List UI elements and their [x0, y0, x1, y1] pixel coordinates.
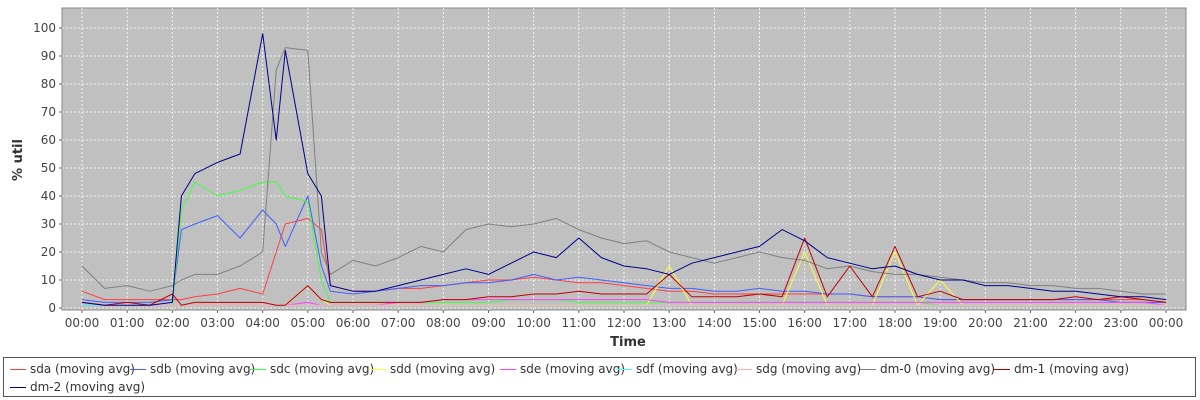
x-tick-label: 12:00 [607, 316, 642, 330]
x-tick-label: 14:00 [697, 316, 732, 330]
series-lines [81, 33, 1167, 306]
legend-swatch [370, 369, 386, 370]
legend-label: dm-0 (moving avg) [880, 362, 996, 376]
x-tick-label: 17:00 [833, 316, 868, 330]
y-tick-label: 80 [41, 77, 56, 91]
legend-label: sdf (moving avg) [636, 362, 738, 376]
legend-swatch [994, 369, 1010, 370]
x-tick-label: 19:00 [923, 316, 958, 330]
legend-label: sda (moving avg) [30, 362, 135, 376]
legend-swatch [130, 369, 146, 370]
plot-background [61, 7, 1187, 311]
x-tick-label: 21:00 [1013, 316, 1048, 330]
series-line-8 [81, 47, 1166, 295]
legend-item: dm-0 (moving avg) [860, 362, 995, 376]
x-tick-label: 03:00 [200, 316, 235, 330]
legend-swatch [860, 369, 876, 370]
x-tick-label: 00:00 [1149, 316, 1184, 330]
legend-item: sdd (moving avg) [370, 362, 495, 376]
legend-swatch [500, 369, 516, 370]
x-axis-ticks: 00:00 01:00 02:00 03:00 04:00 05:00 06:00 07:00… [65, 310, 1184, 330]
legend-swatch [250, 369, 266, 370]
legend-item: dm-2 (moving avg) [10, 380, 145, 394]
x-tick-label: 04:00 [245, 316, 280, 330]
legend-label: sdd (moving avg) [390, 362, 496, 376]
x-tick-label: 02:00 [155, 316, 190, 330]
y-tick-label: 70 [41, 105, 56, 119]
grid-lines [62, 8, 1186, 310]
legend-item: sda (moving avg) [10, 362, 135, 376]
legend: sda (moving avg) sdb (moving avg) sdc (mov… [3, 357, 1196, 397]
x-tick-label: 06:00 [336, 316, 371, 330]
legend-swatch [736, 369, 752, 370]
line-chart: 0 10 20 30 40 50 60 70 80 90 100 00:00 01:00 02:00 03… [11, 7, 1187, 350]
legend-item: sdc (moving avg) [250, 362, 374, 376]
y-tick-label: 60 [41, 133, 56, 147]
x-tick-label: 01:00 [110, 316, 145, 330]
x-tick-label: 05:00 [291, 316, 326, 330]
x-tick-label: 10:00 [516, 316, 551, 330]
x-axis-title: Time [610, 335, 646, 350]
legend-swatch [10, 369, 26, 370]
legend-label: dm-2 (moving avg) [30, 380, 146, 394]
y-tick-label: 0 [48, 301, 56, 315]
legend-item: sdb (moving avg) [130, 362, 255, 376]
y-tick-label: 20 [41, 245, 56, 259]
series-line-7 [81, 301, 1166, 306]
legend-label: sdc (moving avg) [270, 362, 375, 376]
y-tick-label: 50 [41, 161, 56, 175]
y-tick-label: 90 [41, 49, 56, 63]
y-tick-label: 40 [41, 189, 56, 203]
series-line-9 [81, 237, 1167, 306]
x-tick-label: 16:00 [787, 316, 822, 330]
x-tick-label: 07:00 [381, 316, 416, 330]
y-axis-title: % util [11, 139, 26, 181]
x-tick-label: 13:00 [652, 316, 687, 330]
y-tick-label: 100 [33, 21, 56, 35]
x-tick-label: 11:00 [562, 316, 597, 330]
legend-swatch [616, 369, 632, 370]
legend-item: sde (moving avg) [500, 362, 625, 376]
y-axis-ticks: 0 10 20 30 40 50 60 70 80 90 100 [33, 21, 62, 315]
legend-label: dm-1 (moving avg) [1014, 362, 1130, 376]
x-tick-label: 20:00 [968, 316, 1003, 330]
series-line-10 [81, 33, 1167, 306]
legend-swatch [10, 387, 26, 388]
y-tick-label: 10 [41, 273, 56, 287]
x-tick-label: 23:00 [1104, 316, 1139, 330]
legend-label: sdb (moving avg) [150, 362, 256, 376]
x-tick-label: 15:00 [742, 316, 777, 330]
x-tick-label: 08:00 [426, 316, 461, 330]
legend-item: sdg (moving avg) [736, 362, 861, 376]
x-tick-label: 22:00 [1058, 316, 1093, 330]
legend-label: sdg (moving avg) [756, 362, 862, 376]
legend-item: sdf (moving avg) [616, 362, 738, 376]
x-tick-label: 00:00 [65, 316, 100, 330]
x-tick-label: 09:00 [471, 316, 506, 330]
y-tick-label: 30 [41, 217, 56, 231]
x-tick-label: 18:00 [878, 316, 913, 330]
legend-label: sde (moving avg) [520, 362, 626, 376]
legend-item: dm-1 (moving avg) [994, 362, 1129, 376]
